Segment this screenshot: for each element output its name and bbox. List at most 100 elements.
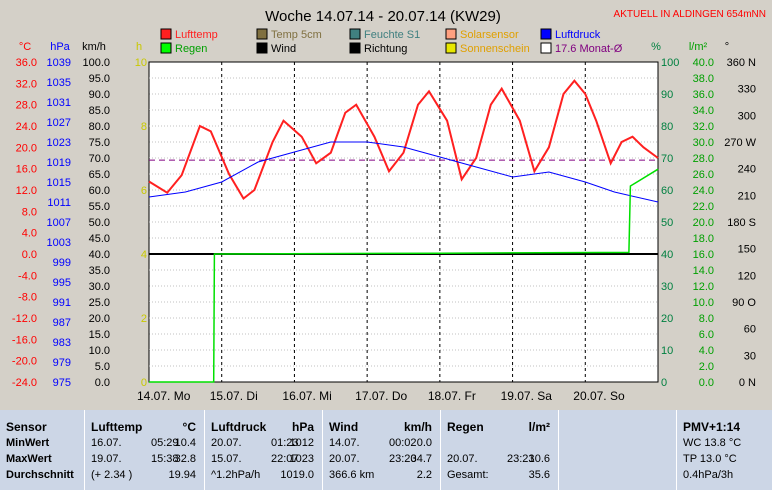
pressure-tick-label: 999 [53,257,71,269]
direction-tick-label: 300 [738,110,756,122]
empty-column [558,410,676,490]
humidity-tick-label: 20 [661,313,673,325]
pressure-tick-label: 1019 [47,157,71,169]
wind-tick-label: 95.0 [89,73,110,85]
temp-tick-label: 16.0 [16,164,37,176]
direction-tick-label: 240 [738,164,756,176]
rain-tick-label: 28.0 [693,153,714,165]
rain-tick-label: 22.0 [693,201,714,213]
axis-ticks: 36.032.028.024.020.016.012.08.04.00.0-4.… [12,57,757,403]
temp-tick-label: 4.0 [22,228,37,240]
lufttemp-min-date: 16.07. [91,437,122,449]
direction-tick-label: 330 [738,84,756,96]
humidity-tick-label: 90 [661,89,673,101]
pressure-tick-label: 1007 [47,217,71,229]
rain-tick-label: 26.0 [693,169,714,181]
sun-tick-label: 4 [141,249,147,261]
lufttemp-max-value: 32.8 [174,453,196,465]
x-tick-label: 14.07. Mo [137,389,191,403]
humidity-tick-label: 0 [661,377,667,389]
wind-tick-label: 100.0 [82,57,110,69]
direction-tick-label: 0 N [739,377,756,389]
humidity-tick-label: 70 [661,153,673,165]
humidity-tick-label: 60 [661,185,673,197]
wind-max-date: 20.07. [329,453,360,465]
rain-unit: l/m² [689,41,708,53]
direction-tick-label: 120 [738,270,756,282]
luftdruck-min-time: 01:23 [271,437,299,449]
lufttemp-avg-value: 19.94 [168,469,196,481]
pressure-tick-label: 1011 [47,197,71,209]
pressure-tick-label: 975 [53,377,71,389]
regen-total-value: 35.6 [528,469,550,481]
direction-tick-label: 210 [738,190,756,202]
humidity-unit: % [651,41,661,53]
wind-max-value: 34.7 [410,453,432,465]
regen-max-value: 10.6 [528,453,550,465]
wind-tick-label: 10.0 [89,345,110,357]
chart-marks [148,79,659,383]
lufttemp-max-date: 19.07. [91,453,122,465]
lufttemp-header: Lufttemp [91,420,143,434]
sun-tick-label: 8 [141,121,147,133]
rain-tick-label: 20.0 [693,217,714,229]
legend-label: Wind [271,43,296,55]
direction-tick-label: 60 [744,324,756,336]
legend-label: Richtung [364,43,407,55]
sun-tick-label: 0 [141,377,147,389]
rain-tick-label: 2.0 [699,361,714,373]
pressure-tick-label: 1015 [47,177,71,189]
wind-tick-label: 85.0 [89,105,110,117]
wind-header: Wind [329,420,359,434]
wind-tick-label: 90.0 [89,89,110,101]
pressure-tick-label: 979 [53,357,71,369]
temp-tick-label: 24.0 [16,121,37,133]
temp-tick-label: -20.0 [12,356,37,368]
temp-tick-label: 32.0 [16,78,37,90]
direction-tick-label: 180 S [727,217,756,229]
humidity-tick-label: 100 [661,57,679,69]
temp-tick-label: -24.0 [12,377,37,389]
x-tick-label: 16.07. Mi [282,389,331,403]
legend-swatch [540,42,552,54]
wind-tick-label: 15.0 [89,329,110,341]
wind-tick-label: 60.0 [89,185,110,197]
pressure-tick-label: 995 [53,277,71,289]
pressure-unit: hPa [50,41,70,53]
legend-swatch [256,42,268,54]
wind-tick-label: 5.0 [95,361,110,373]
humidity-tick-label: 40 [661,249,673,261]
temp-tick-label: -12.0 [12,313,37,325]
pressure-tick-label: 987 [53,317,71,329]
humidity-tick-label: 10 [661,345,673,357]
wind-unit-label: km/h [403,420,432,434]
humidity-tick-label: 50 [661,217,673,229]
luftdruck-max-date: 15.07. [211,453,242,465]
x-tick-label: 15.07. Di [210,389,258,403]
series-line-lufttemp [148,79,659,200]
temp-tick-label: -16.0 [12,334,37,346]
direction-tick-label: 360 N [727,57,756,69]
x-tick-label: 18.07. Fr [428,389,476,403]
pressure-tick-label: 1035 [47,77,71,89]
pressure-tick-label: 1031 [47,97,71,109]
sun-tick-label: 2 [141,313,147,325]
chart-title: Woche 14.07.14 - 20.07.14 (KW29) [265,8,501,25]
wind-tick-label: 80.0 [89,121,110,133]
temp-tick-label: 28.0 [16,100,37,112]
wind-distance: 366.6 km [329,469,375,481]
rain-tick-label: 14.0 [693,265,714,277]
wind-tick-label: 30.0 [89,281,110,293]
regen-header: Regen [447,420,484,434]
sensor-header: Sensor [6,420,47,434]
lufttemp-min-time: 05:29 [151,437,179,449]
wind-column: Wind km/h 14.07. 00:02 0.0 20.07. 23:20 34.7 … [322,410,440,490]
x-tick-label: 17.07. Do [355,389,407,403]
lufttemp-column: Lufttemp °C 16.07. 05:29 10.4 19.07. 15:38 32… [84,410,204,490]
legend-label: Regen [175,43,207,55]
pressure-tick-label: 1039 [47,57,71,69]
max-label: MaxWert [6,453,52,465]
humidity-tick-label: 30 [661,281,673,293]
weather-chart: Woche 14.07.14 - 20.07.14 (KW29) AKTUELL… [11,8,766,403]
luftdruck-header: Luftdruck [211,420,267,434]
